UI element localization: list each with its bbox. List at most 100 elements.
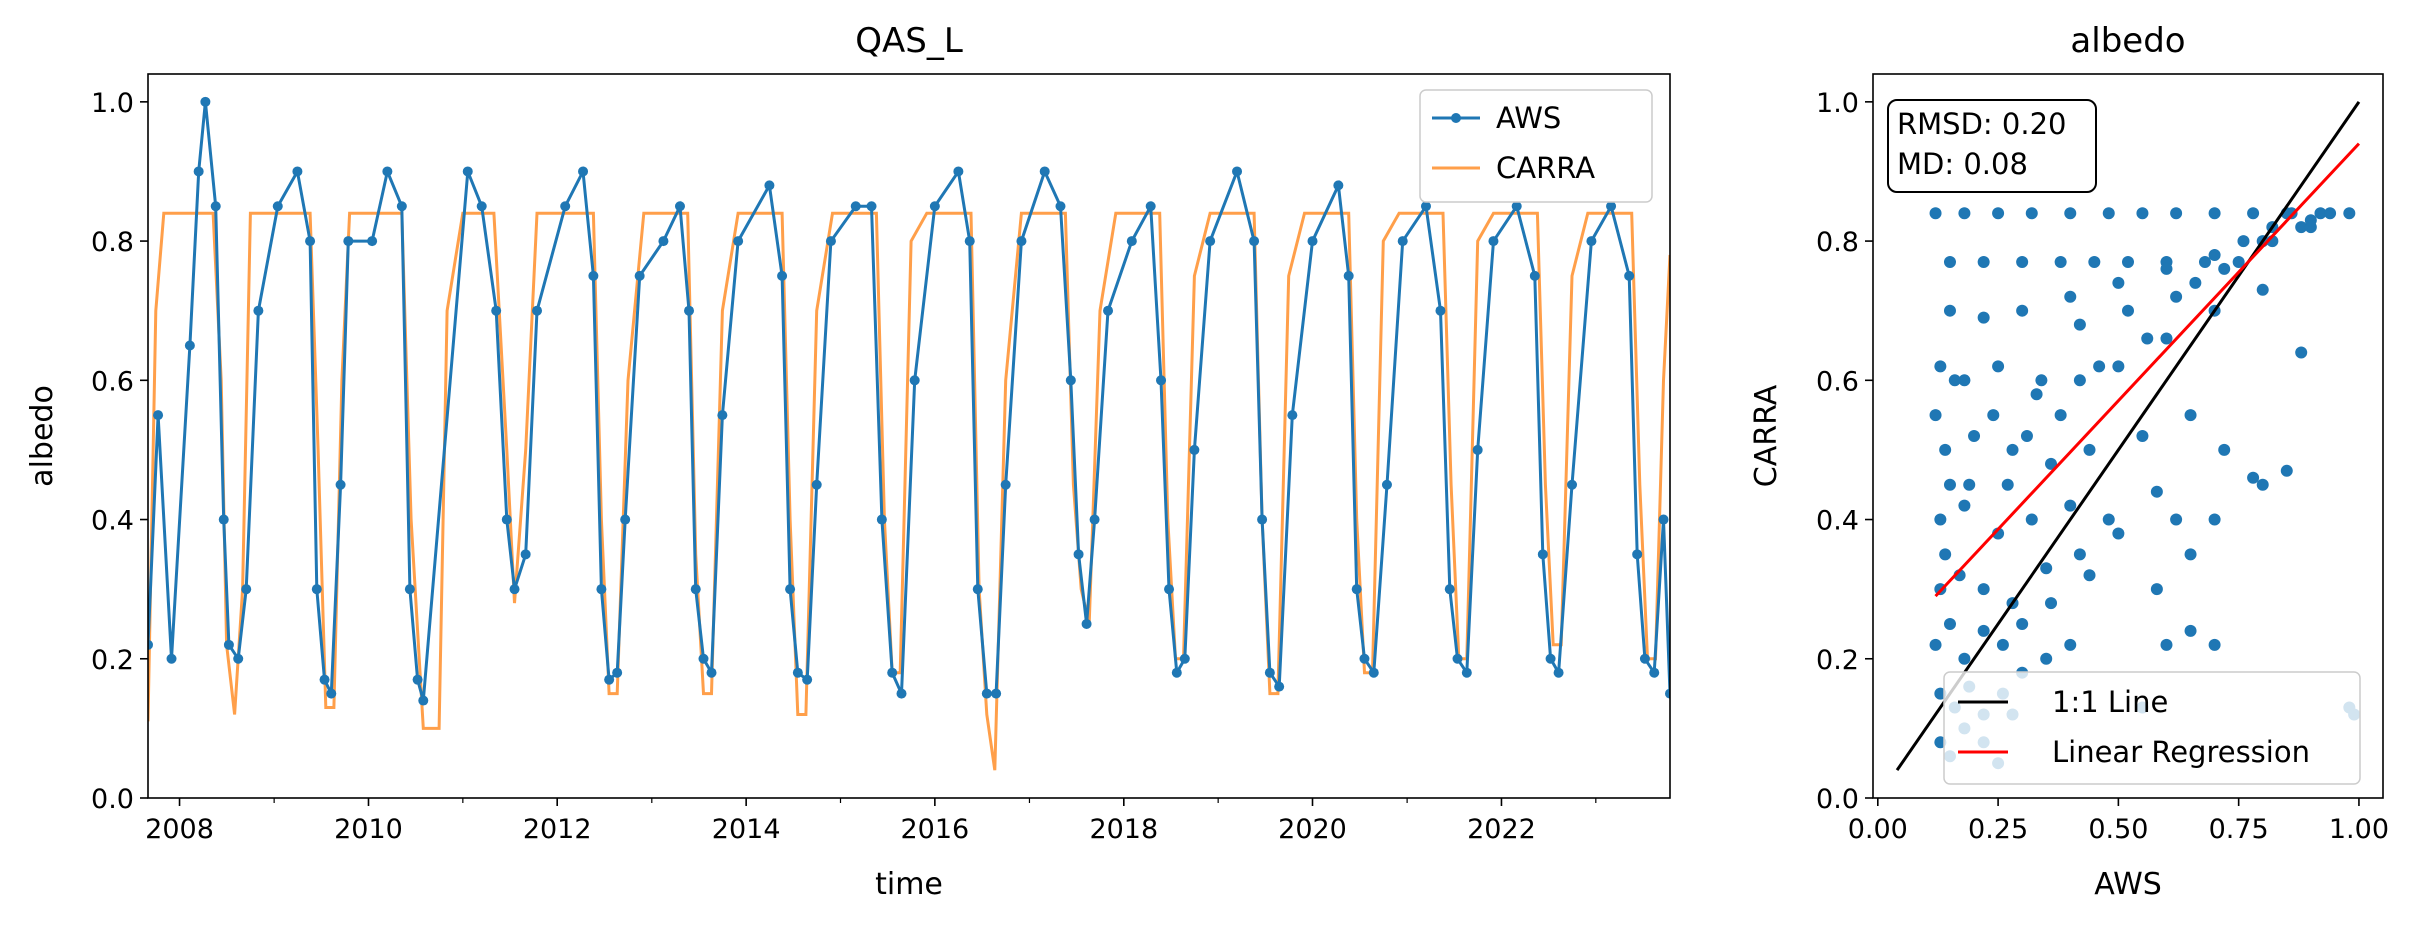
scatter-data-point <box>1963 478 1976 491</box>
aws-data-point <box>532 305 543 316</box>
aws-data-point <box>896 688 907 699</box>
aws-data-point <box>311 584 322 595</box>
aws-data-point <box>811 479 822 490</box>
scatter-data-point <box>1958 207 1971 220</box>
scatter-data-point <box>2304 214 2317 227</box>
scatter-data-point <box>1977 311 1990 324</box>
aws-data-point <box>764 180 775 191</box>
scatter-data-point <box>2122 255 2134 268</box>
aws-data-point <box>326 688 337 699</box>
aws-data-point <box>1189 444 1200 455</box>
scatter-data-point <box>2035 374 2048 387</box>
legend-carra-label: CARRA <box>1496 151 1595 185</box>
legend-aws-label: AWS <box>1496 101 1561 135</box>
time-series-legend: AWS CARRA <box>1419 89 1653 203</box>
x-tick-label: 2016 <box>900 814 969 845</box>
aws-data-point <box>1397 236 1408 247</box>
scatter-data-point <box>2045 597 2058 610</box>
scatter-data-point <box>2102 207 2115 220</box>
aws-data-point <box>292 166 303 177</box>
aws-data-point <box>184 340 195 351</box>
aws-data-point <box>1586 236 1597 247</box>
aws-data-point <box>612 667 623 678</box>
scatter-data-point <box>2006 443 2019 456</box>
aws-data-point <box>1065 375 1076 386</box>
aws-data-point <box>1205 236 1216 247</box>
aws-data-point <box>233 653 244 664</box>
scatter-title: albedo <box>2070 21 2185 61</box>
scatter-y-axis-title: CARRA <box>1749 384 1784 487</box>
scatter-data-point <box>1943 255 1956 268</box>
aws-series-markers <box>148 96 1670 706</box>
scatter-data-point <box>2030 388 2043 401</box>
aws-data-point <box>777 270 788 281</box>
aws-data-point <box>200 96 211 107</box>
aws-data-point <box>717 410 728 421</box>
aws-data-point <box>825 236 836 247</box>
scatter-data-point <box>2025 513 2038 526</box>
aws-data-point <box>909 375 920 386</box>
scatter-data-point <box>2073 548 2086 561</box>
aws-data-point <box>706 667 717 678</box>
aws-data-point <box>1055 201 1066 212</box>
aws-data-point <box>953 166 964 177</box>
aws-data-point <box>1567 479 1578 490</box>
scatter-y-tick-label: 1.0 <box>1816 88 1859 119</box>
aws-data-point <box>674 201 685 212</box>
aws-data-point <box>1073 549 1084 560</box>
legend-regression-label: Linear Regression <box>2052 735 2310 769</box>
scatter-x-axis-title: AWS <box>2094 867 2162 902</box>
stats-rmsd: RMSD: 0.20 <box>1897 107 2066 141</box>
aws-data-point <box>382 166 393 177</box>
scatter-x-tick-label: 1.00 <box>2329 814 2389 845</box>
scatter-x-tick-label: 0.50 <box>2088 814 2148 845</box>
aws-data-point <box>241 584 252 595</box>
legend-one-to-one-label: 1:1 Line <box>2052 685 2168 719</box>
aws-data-point <box>319 674 330 685</box>
aws-data-point <box>785 584 796 595</box>
aws-data-point <box>148 639 153 650</box>
scatter-data-point <box>2054 255 2067 268</box>
legend-aws-marker <box>1451 113 1461 123</box>
scatter-data-point <box>1968 430 1981 442</box>
scatter-data-point <box>2088 255 2101 268</box>
scatter-data-point <box>2247 207 2260 220</box>
aws-data-point <box>690 584 701 595</box>
scatter-legend: 1:1 Line Linear Regression <box>1943 671 2361 785</box>
scatter-data-point <box>2093 360 2106 373</box>
scatter-data-point <box>2025 207 2038 220</box>
aws-data-point <box>1171 667 1182 678</box>
scatter-data-point <box>2073 318 2086 331</box>
scatter-x-tick-label: 0.25 <box>1968 814 2028 845</box>
aws-data-point <box>1452 653 1463 664</box>
scatter-data-point <box>2208 207 2221 220</box>
scatter-data-point <box>2112 527 2125 540</box>
aws-data-point <box>153 410 164 421</box>
scatter-data-point <box>2170 290 2183 303</box>
aws-data-point <box>929 201 940 212</box>
y-tick-label: 0.4 <box>91 506 134 537</box>
scatter-data-point <box>2064 207 2077 220</box>
scatter-y-tick-label: 0.0 <box>1816 784 1859 815</box>
aws-data-point <box>604 674 615 685</box>
aws-data-point <box>1287 410 1298 421</box>
scatter-data-point <box>1934 513 1947 526</box>
scatter-data-point <box>2198 255 2211 268</box>
aws-data-point <box>166 653 177 664</box>
scatter-data-point <box>1939 548 1952 561</box>
scatter-y-tick-label: 0.6 <box>1816 366 1859 397</box>
aws-data-point <box>634 270 645 281</box>
scatter-data-point <box>2083 569 2096 582</box>
aws-data-point <box>1000 479 1011 490</box>
aws-data-point <box>1435 305 1446 316</box>
scatter-y-tick-label: 0.2 <box>1816 645 1859 676</box>
aws-data-point <box>578 166 589 177</box>
x-tick-label: 2014 <box>712 814 781 845</box>
scatter-data-point <box>2343 207 2356 220</box>
aws-data-point <box>1274 681 1285 692</box>
x-tick-label: 2022 <box>1467 814 1536 845</box>
aws-data-point <box>1351 584 1362 595</box>
carra-series-line <box>148 211 1670 771</box>
x-tick-label: 2018 <box>1089 814 1158 845</box>
